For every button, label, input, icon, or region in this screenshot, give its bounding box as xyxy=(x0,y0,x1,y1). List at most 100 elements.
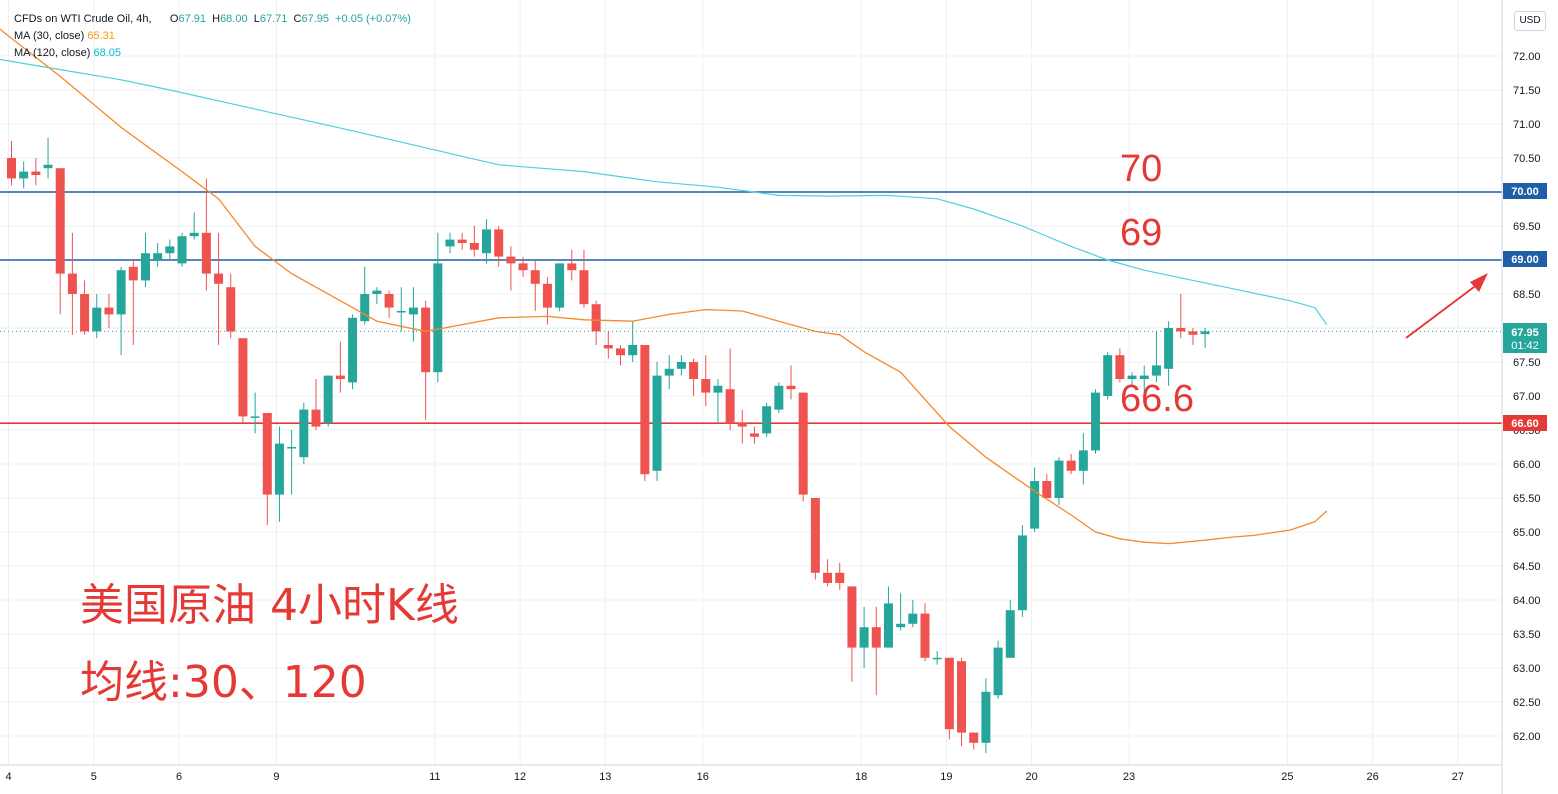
candle xyxy=(932,651,942,665)
price-tick-label: 64.00 xyxy=(1513,595,1541,607)
time-tick-label: 6 xyxy=(176,771,182,783)
candle-body xyxy=(506,256,516,264)
ma30-line xyxy=(0,28,1328,545)
close-value: 67.95 xyxy=(301,13,329,25)
candle-body xyxy=(274,443,284,495)
candle-body xyxy=(311,409,321,427)
candle-body xyxy=(445,239,455,247)
candle xyxy=(55,168,65,315)
candle xyxy=(579,249,589,308)
candle-body xyxy=(774,385,784,410)
time-tick-label: 4 xyxy=(5,771,11,783)
candle xyxy=(1164,321,1174,386)
candle xyxy=(506,246,516,291)
candle xyxy=(311,379,321,430)
candle xyxy=(944,657,954,740)
candle-body xyxy=(1017,535,1027,611)
candle-body xyxy=(1188,331,1198,335)
candle xyxy=(140,232,150,288)
candle-body xyxy=(944,657,954,730)
candle-body xyxy=(871,627,881,648)
time-axis[interactable]: 4 5 6 9 11 12 13 16 18 19 20 23 25 26 27 xyxy=(5,771,1464,783)
candle xyxy=(555,263,565,311)
open-value: 67.91 xyxy=(178,13,206,25)
candle-body xyxy=(542,283,552,308)
annotation-subtitle: 均线:30、120 xyxy=(80,657,367,708)
price-tick-label: 70.50 xyxy=(1513,153,1541,165)
candles xyxy=(7,137,1210,753)
candle xyxy=(201,178,211,291)
candle xyxy=(591,300,601,345)
horizontal-levels xyxy=(0,191,1502,425)
candle-body xyxy=(482,229,492,254)
line-70-tag: 70.00 xyxy=(1503,183,1547,199)
candle-body xyxy=(798,392,808,495)
candle-body xyxy=(43,164,53,169)
candle xyxy=(1127,372,1137,386)
grid-lines xyxy=(0,0,1502,765)
candle-body xyxy=(92,307,102,332)
candle-body xyxy=(932,657,942,660)
ma30-label[interactable]: MA (30, close) xyxy=(14,30,85,42)
candle xyxy=(1115,348,1125,383)
price-tick-label: 63.50 xyxy=(1513,629,1541,641)
candle-body xyxy=(567,263,577,271)
price-tick-label: 64.50 xyxy=(1513,561,1541,573)
candle-body xyxy=(323,375,333,424)
candle-body xyxy=(262,413,272,495)
candle-body xyxy=(153,253,163,260)
candle xyxy=(19,161,29,189)
low-value: 67.71 xyxy=(259,13,288,25)
candle xyxy=(725,348,735,430)
candle xyxy=(616,345,625,366)
candle xyxy=(226,273,236,339)
candle-body xyxy=(591,304,601,332)
candle xyxy=(1188,328,1198,345)
price-tick-label: 67.00 xyxy=(1513,391,1541,403)
candle-body xyxy=(250,416,260,418)
ma120-label[interactable]: MA (120, close) xyxy=(14,47,91,59)
candle-body xyxy=(214,273,224,284)
candle xyxy=(457,232,467,250)
candle-body xyxy=(80,294,90,332)
chart-legend: CFDs on WTI Crude Oil, 4h, O67.91 H68.00… xyxy=(14,11,411,62)
candle xyxy=(177,232,187,267)
candle-body xyxy=(603,345,613,349)
candle xyxy=(1066,453,1076,475)
candle-body xyxy=(981,691,991,743)
svg-text:69.00: 69.00 xyxy=(1511,254,1539,266)
candle xyxy=(348,314,358,390)
candle-body xyxy=(396,311,406,313)
candle xyxy=(494,226,504,267)
price-axis[interactable]: 62.00 62.50 63.00 63.50 64.00 64.50 65.00 65.50… xyxy=(1513,51,1541,743)
candle-body xyxy=(1176,328,1186,332)
candle-body xyxy=(421,307,431,373)
candle xyxy=(1176,294,1186,339)
annotation-title: 美国原油 4小时K线 xyxy=(80,580,459,631)
candle xyxy=(518,256,528,277)
symbol-label[interactable]: CFDs on WTI Crude Oil, 4h, xyxy=(14,13,152,25)
annotation-66-6: 66.6 xyxy=(1120,378,1194,420)
candle-body xyxy=(360,294,370,322)
candle-body xyxy=(1091,392,1101,451)
currency-button[interactable]: USD xyxy=(1514,11,1546,31)
candle-body xyxy=(1042,481,1052,498)
candle xyxy=(482,219,492,264)
candle-body xyxy=(835,572,845,583)
candle-body xyxy=(7,158,16,179)
candle-body xyxy=(372,290,382,294)
candle-body xyxy=(19,171,29,179)
candle-body xyxy=(689,362,699,379)
candle-body xyxy=(457,239,467,243)
candle-body xyxy=(469,243,479,250)
ma120-value: 68.05 xyxy=(93,47,122,59)
candle xyxy=(847,586,857,682)
candle-body xyxy=(530,270,540,284)
candle-body xyxy=(238,338,248,417)
candle xyxy=(701,355,711,407)
candle xyxy=(798,392,808,502)
time-tick-label: 13 xyxy=(599,771,611,783)
candle-body xyxy=(701,379,711,393)
candle-body xyxy=(749,433,759,437)
